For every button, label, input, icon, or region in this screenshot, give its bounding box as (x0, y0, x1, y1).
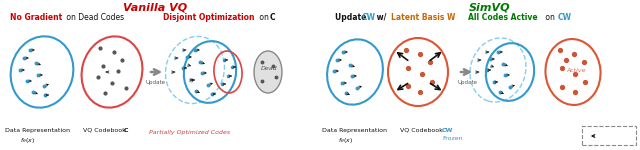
Text: CW: CW (442, 128, 453, 133)
Text: CW: CW (362, 13, 376, 22)
FancyBboxPatch shape (582, 126, 636, 145)
Text: Partially Optimized Codes: Partially Optimized Codes (149, 130, 230, 135)
Text: VQ Codebook: VQ Codebook (400, 128, 445, 133)
Text: CW: CW (558, 13, 572, 22)
Ellipse shape (254, 51, 282, 93)
Text: C: C (124, 128, 129, 133)
Text: Dead: Dead (260, 66, 277, 72)
Text: Latent Basis W: Latent Basis W (391, 13, 456, 22)
Text: on Dead Codes: on Dead Codes (64, 13, 124, 22)
Text: Data Representation: Data Representation (322, 128, 387, 133)
Text: $f_\theta(x)$: $f_\theta(x)$ (338, 136, 353, 145)
Text: Data Representation: Data Representation (5, 128, 70, 133)
Text: w/: w/ (374, 13, 389, 22)
Text: Frozen: Frozen (442, 136, 463, 141)
Text: Disjoint Optimization: Disjoint Optimization (163, 13, 255, 22)
Text: $f_\theta(x)$: $f_\theta(x)$ (20, 136, 35, 145)
Text: Active: Active (566, 69, 586, 74)
Text: Gradient: Gradient (598, 134, 625, 138)
Text: on: on (543, 13, 557, 22)
Text: Update: Update (457, 80, 477, 85)
Text: Update: Update (335, 13, 369, 22)
Text: C: C (270, 13, 276, 22)
Text: Vanilla VQ: Vanilla VQ (123, 2, 187, 12)
Text: SimVQ: SimVQ (469, 2, 511, 12)
Text: No Gradient: No Gradient (10, 13, 62, 22)
Text: VQ Codebook: VQ Codebook (83, 128, 128, 133)
Text: All Codes Active: All Codes Active (468, 13, 538, 22)
Text: on: on (257, 13, 271, 22)
Text: Update: Update (146, 80, 166, 85)
